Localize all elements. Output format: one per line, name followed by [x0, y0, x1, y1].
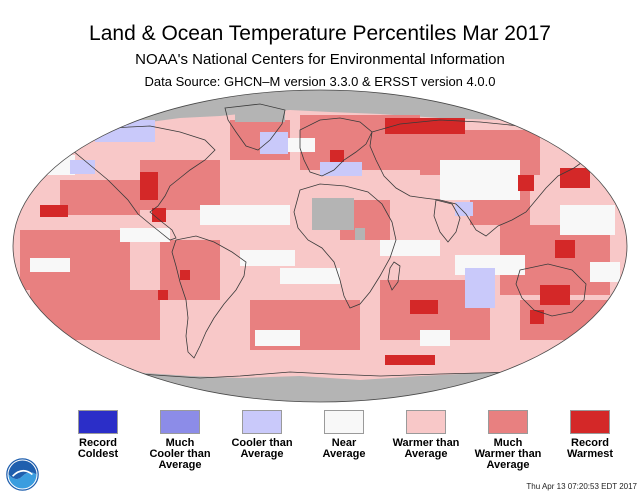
near-average-regions: [20, 138, 620, 346]
legend-label: Warmest: [566, 448, 614, 460]
legend-label: Average: [322, 448, 366, 460]
legend-label: Cooler than: [231, 437, 293, 449]
data-source: Data Source: GHCN–M version 3.3.0 & ERSS…: [144, 74, 496, 89]
noaa-logo-icon: [6, 458, 39, 491]
legend-label: Warmer than: [474, 448, 542, 460]
legend-swatch: [324, 410, 364, 434]
legend-swatch: [406, 410, 446, 434]
legend-label: Much: [493, 437, 523, 449]
cooler-regions: [70, 120, 495, 308]
legend-label: Near: [331, 437, 357, 449]
africa-outline: [293, 183, 397, 309]
map-subtitle: NOAA's National Centers for Environmenta…: [135, 51, 505, 68]
legend-item: Much Warmer than Average: [468, 410, 548, 471]
india-outline: [433, 199, 461, 243]
legend-item: Warmer than Average: [386, 410, 466, 460]
legend: Record Coldest Much Cooler than Average Coole…: [0, 410, 640, 480]
north-america-outline: [69, 125, 216, 241]
legend-item: Cooler than Average: [222, 410, 302, 460]
australia-outline: [515, 263, 587, 317]
legend-swatch: [78, 410, 118, 434]
globe-outline: [12, 89, 628, 403]
legend-swatch: [570, 410, 610, 434]
legend-label: Average: [404, 448, 448, 460]
legend-swatch: [242, 410, 282, 434]
legend-item: Record Warmest: [550, 410, 630, 460]
legend-label: Warmer than: [392, 437, 460, 449]
greenland-outline: [224, 103, 286, 151]
legend-label: Average: [158, 459, 202, 471]
legend-label: Record: [79, 437, 117, 449]
legend-item: Near Average: [304, 410, 384, 460]
antarctica-outline: [59, 369, 601, 379]
legend-item: Record Coldest: [58, 410, 138, 460]
legend-label: Average: [486, 459, 530, 471]
legend-item: Much Cooler than Average: [140, 410, 220, 471]
map-title: Land & Ocean Temperature Percentiles Mar…: [89, 22, 551, 45]
map-body: [13, 90, 627, 402]
percentile-map: [12, 89, 628, 403]
record-warmest-regions: [40, 118, 590, 365]
legend-label: Cooler than: [149, 448, 211, 460]
legend-label: Record: [571, 437, 609, 449]
legend-label: Average: [240, 448, 284, 460]
south-america-outline: [171, 235, 247, 359]
legend-swatch: [488, 410, 528, 434]
timestamp: Thu Apr 13 07:20:53 EDT 2017: [526, 482, 637, 491]
legend-label: Much: [165, 437, 195, 449]
legend-label: Coldest: [77, 448, 119, 460]
europe-outline: [299, 117, 373, 177]
legend-swatch: [160, 410, 200, 434]
madagascar-outline: [387, 261, 401, 291]
